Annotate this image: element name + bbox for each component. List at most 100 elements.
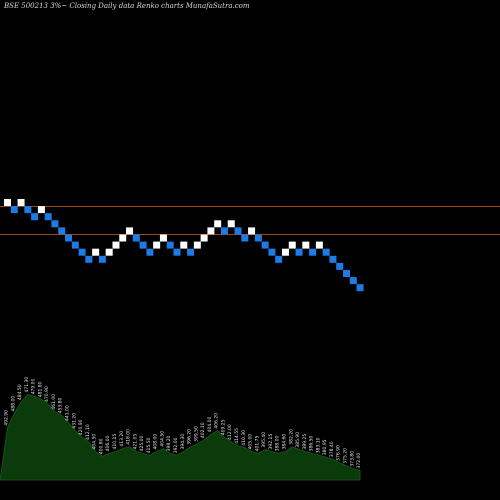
brick-value-label: 386.50 xyxy=(309,436,315,452)
brick-value-label: 376.90 xyxy=(336,445,342,461)
renko-brick-down xyxy=(322,248,330,256)
brick-value-label: 414.55 xyxy=(234,428,240,444)
brick-value-label: 404.50 xyxy=(92,434,98,450)
brick-value-label: 492.90 xyxy=(4,410,10,426)
renko-brick-down xyxy=(31,213,39,221)
renko-brick-down xyxy=(187,248,195,256)
brick-value-label: 420.90 xyxy=(78,419,84,435)
renko-brick-up xyxy=(302,241,310,249)
chart-title: BSE 500213 3%~ Closing Daily data Renko … xyxy=(4,2,250,10)
renko-brick-down xyxy=(51,220,59,228)
renko-brick-down xyxy=(329,255,337,263)
brick-value-label: 412.10 xyxy=(85,424,91,440)
renko-brick-down xyxy=(85,255,93,263)
brick-value-label: 392.00 xyxy=(173,437,179,453)
brick-value-label: 373.80 xyxy=(349,451,355,467)
renko-brick-up xyxy=(227,220,235,228)
renko-brick-down xyxy=(268,248,276,256)
brick-value-label: 384.60 xyxy=(281,434,287,450)
brick-value-label: 375.20 xyxy=(343,448,349,464)
brick-value-label: 372.00 xyxy=(356,453,362,469)
brick-value-label: 421.05 xyxy=(132,434,138,450)
renko-brick-down xyxy=(24,206,32,214)
renko-brick-up xyxy=(126,227,134,235)
brick-value-label: 408.00 xyxy=(153,434,159,450)
renko-brick-up xyxy=(153,241,161,249)
renko-brick-up xyxy=(214,220,222,228)
renko-brick-up xyxy=(193,241,201,249)
renko-brick-down xyxy=(146,248,154,256)
brick-value-label: 412.00 xyxy=(227,424,233,440)
renko-brick-down xyxy=(58,227,66,235)
brick-value-label: 470.90 xyxy=(44,386,50,402)
brick-value-label: 380.95 xyxy=(322,439,328,455)
renko-brick-up xyxy=(180,241,188,249)
brick-value-label: 405.00 xyxy=(248,434,254,450)
renko-brick-down xyxy=(220,227,228,235)
brick-value-label: 431.20 xyxy=(71,413,77,429)
brick-value-label: 453.80 xyxy=(58,398,64,414)
brick-value-label: 399.50 xyxy=(193,426,199,442)
renko-brick-down xyxy=(44,213,52,221)
brick-value-label: 402.10 xyxy=(200,422,206,438)
renko-brick-down xyxy=(275,255,283,263)
renko-brick-up xyxy=(37,206,45,214)
renko-brick-up xyxy=(92,248,100,256)
brick-value-label: 394.30 xyxy=(180,434,186,450)
brick-value-label: 406.00 xyxy=(105,436,111,452)
brick-value-label: 404.50 xyxy=(159,431,165,447)
brick-value-label: 479.00 xyxy=(31,379,37,395)
renko-brick-up xyxy=(315,241,323,249)
brick-value-label: 388.00 xyxy=(275,436,281,452)
renko-brick-up xyxy=(207,227,215,235)
renko-brick-down xyxy=(295,248,303,256)
renko-brick-down xyxy=(309,248,317,256)
brick-value-label: 425.00 xyxy=(139,436,145,452)
renko-bricks xyxy=(4,199,364,292)
renko-brick-down xyxy=(261,241,269,249)
renko-brick-up xyxy=(112,241,120,249)
brick-value-label: 413.20 xyxy=(119,431,125,447)
brick-value-label: 401.75 xyxy=(254,436,260,452)
renko-brick-down xyxy=(173,248,181,256)
brick-value-label: 481.80 xyxy=(37,381,43,397)
brick-value-label: 389.25 xyxy=(302,434,308,450)
brick-value-label: 488.00 xyxy=(10,396,16,412)
renko-brick-down xyxy=(10,206,18,214)
volume-area xyxy=(0,394,361,481)
renko-brick-down xyxy=(241,234,249,242)
renko-brick-down xyxy=(98,255,106,263)
renko-brick-down xyxy=(78,248,86,256)
brick-value-label: 383.10 xyxy=(315,437,321,453)
renko-brick-down xyxy=(356,284,364,292)
brick-value-label: 418.00 xyxy=(126,429,132,445)
renko-brick-up xyxy=(248,227,256,235)
brick-value-label: 461.00 xyxy=(51,394,57,410)
brick-value-label: 392.15 xyxy=(268,434,274,450)
renko-brick-down xyxy=(343,270,350,277)
renko-brick-up xyxy=(288,241,296,249)
renko-brick-up xyxy=(281,248,289,256)
renko-brick-up xyxy=(200,234,208,242)
brick-value-label: 415.50 xyxy=(146,437,152,453)
brick-value-label: 409.25 xyxy=(220,419,226,435)
renko-brick-up xyxy=(159,234,167,242)
renko-brick-down xyxy=(166,241,174,249)
renko-brick-up xyxy=(119,234,127,242)
renko-brick-up xyxy=(105,248,113,256)
brick-value-label: 398.20 xyxy=(166,436,172,452)
renko-brick-down xyxy=(336,262,344,270)
brick-value-label: 410.15 xyxy=(112,434,118,450)
brick-value-label: 395.40 xyxy=(261,432,267,448)
renko-brick-up xyxy=(4,199,11,206)
brick-value-label: 410.30 xyxy=(241,430,247,446)
brick-value-label: 471.30 xyxy=(24,377,30,393)
renko-brick-down xyxy=(234,227,242,235)
brick-value-label: 385.90 xyxy=(295,432,301,448)
renko-brick-down xyxy=(254,234,262,242)
brick-value-label: 396.20 xyxy=(187,429,193,445)
renko-brick-down xyxy=(65,234,73,242)
